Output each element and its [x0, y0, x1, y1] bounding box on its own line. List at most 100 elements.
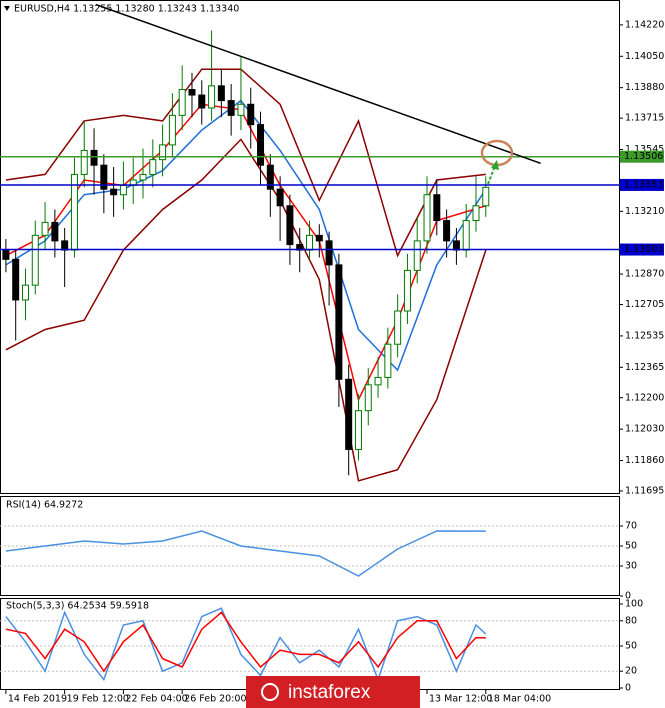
- y-tick-label: 1.11860: [625, 455, 664, 466]
- level-label-box: [620, 243, 664, 256]
- y-tick-label: 1.12705: [625, 299, 664, 310]
- candle-body: [198, 94, 206, 109]
- y-tick-label: 1.12030: [625, 424, 664, 435]
- trend-line: [95, 3, 541, 165]
- candle-body: [452, 240, 460, 251]
- level-label: 1.13353: [624, 179, 663, 190]
- indicator-line: [5, 607, 487, 682]
- level-label-box: [620, 178, 664, 191]
- candle-body: [413, 240, 421, 271]
- x-tick-label: 19 Feb 12:00: [67, 694, 129, 705]
- candle-body: [276, 188, 284, 207]
- level-label-box: [620, 150, 664, 163]
- candle-body: [61, 240, 69, 251]
- candle-body: [41, 221, 49, 236]
- y-tick-label: 1.12535: [625, 330, 664, 341]
- candle-body: [266, 164, 274, 190]
- candle-body: [217, 85, 225, 102]
- candle-body: [403, 269, 411, 312]
- candle-body: [472, 205, 480, 222]
- candle-body: [100, 164, 108, 190]
- y-tick-label: 100: [625, 599, 643, 610]
- candle-body: [178, 89, 186, 116]
- y-tick-label: 1.13715: [625, 113, 664, 124]
- candle-body: [335, 264, 343, 380]
- candle-body: [80, 149, 88, 175]
- stoch-panel: [0, 598, 620, 690]
- level-label: 1.13003: [624, 244, 663, 255]
- candle-body: [168, 114, 176, 146]
- candle-body: [90, 149, 98, 166]
- candle-body: [208, 85, 216, 109]
- y-tick-label: 1.14050: [625, 51, 664, 62]
- y-tick-label: 1.14220: [625, 19, 664, 30]
- level-label: 1.13506: [624, 151, 663, 162]
- candle-body: [12, 258, 20, 301]
- candle-body: [394, 310, 402, 345]
- indicator-line: [5, 138, 487, 482]
- candle-body: [21, 284, 29, 301]
- candle-body: [443, 220, 451, 242]
- candle-body: [384, 343, 392, 378]
- main-title: EURUSD,H4 1.13255 1.13280 1.13243 1.1334…: [14, 4, 239, 15]
- y-tick-label: 80: [625, 615, 637, 626]
- watermark-logo: [261, 683, 279, 701]
- candle-body: [325, 240, 333, 266]
- y-tick-label: 20: [625, 666, 637, 677]
- x-tick-label: 18 Mar 04:00: [488, 694, 551, 705]
- y-tick-label: 70: [625, 521, 637, 532]
- candle-body: [433, 194, 441, 222]
- candle-body: [364, 384, 372, 412]
- y-tick-label: 50: [625, 541, 637, 552]
- candle-body: [462, 220, 470, 251]
- candle-body: [139, 173, 147, 181]
- candle-body: [2, 249, 10, 260]
- candle-body: [159, 144, 167, 161]
- candle-body: [482, 186, 490, 207]
- candle-body: [315, 234, 323, 242]
- candle-body: [188, 89, 196, 96]
- y-tick-label: 1.12365: [625, 362, 664, 373]
- candle-body: [51, 221, 59, 242]
- watermark-box: [246, 676, 420, 708]
- candle-body: [247, 103, 255, 126]
- candle-body: [227, 100, 235, 116]
- y-tick-label: 1.13880: [625, 82, 664, 93]
- x-tick-label: 13 Mar 12:00: [429, 694, 492, 705]
- candle-body: [423, 194, 431, 242]
- candle-body: [354, 410, 362, 450]
- candle-body: [110, 188, 118, 196]
- arrow-head: [491, 160, 499, 170]
- y-tick-label: 1.13545: [625, 144, 664, 155]
- menu-triangle: [4, 6, 10, 11]
- rsi-title: RSI(14) 64.9272: [6, 500, 83, 511]
- candle-body: [149, 159, 157, 175]
- stoch-title: Stoch(5,3,3) 64.2534 59.5918: [6, 601, 149, 612]
- x-tick-label: 22 Feb 04:00: [125, 694, 187, 705]
- y-tick-label: 1.12200: [625, 392, 664, 403]
- arrow-shaft: [487, 165, 496, 185]
- candle-body: [31, 234, 39, 286]
- y-tick-label: 50: [625, 641, 637, 652]
- candle-body: [70, 173, 78, 251]
- y-tick-label: 1.12870: [625, 269, 664, 280]
- candle-body: [257, 124, 265, 166]
- candle-body: [286, 205, 294, 246]
- y-tick-label: 30: [625, 561, 637, 572]
- y-tick-label: 0: [625, 591, 631, 602]
- y-tick-label: 1.11695: [625, 485, 664, 496]
- y-tick-label: 0: [625, 683, 631, 694]
- x-tick-label: 26 Feb 20:00: [184, 694, 246, 705]
- indicator-line: [5, 530, 486, 577]
- candle-body: [119, 184, 127, 196]
- x-tick-label: 14 Feb 2019: [8, 694, 67, 705]
- watermark: instaforex: [288, 682, 371, 703]
- indicator-line: [5, 611, 486, 673]
- candle-body: [374, 376, 382, 386]
- candle-body: [345, 378, 353, 450]
- y-tick-label: 1.13210: [625, 206, 664, 217]
- candle-body: [306, 234, 313, 251]
- candle-body: [237, 103, 245, 116]
